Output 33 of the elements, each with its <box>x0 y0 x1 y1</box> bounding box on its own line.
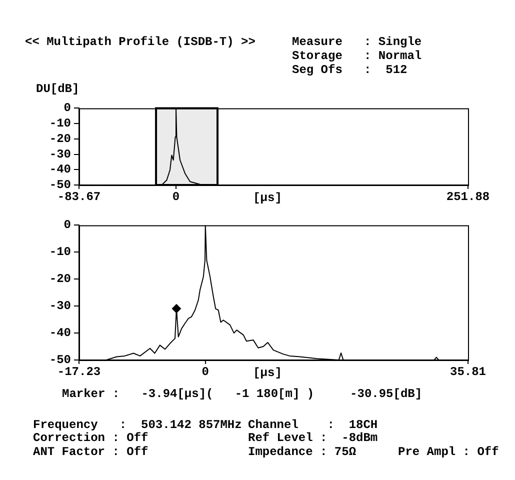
y-tick-label: -20 <box>49 272 71 286</box>
y-tick-label: 0 <box>64 101 71 116</box>
x-tick-label: -17.23 <box>57 365 101 380</box>
y-tick-label: -10 <box>49 245 71 260</box>
text: Storage : Normal <box>292 49 422 63</box>
x-tick-label: 0 <box>202 365 209 380</box>
text: ANT Factor : Off <box>33 445 148 459</box>
text: Ref Level : -8dBm <box>248 431 378 445</box>
x-tick-label: 35.81 <box>450 365 486 380</box>
y-tick-label: -40 <box>49 162 71 177</box>
x-axis-title: [μs] <box>253 366 282 380</box>
y-tick-label: -30 <box>49 147 71 162</box>
y-axis-title: DU[dB] <box>36 82 80 96</box>
y-tick-label: -50 <box>49 353 71 368</box>
y-tick-label: -40 <box>49 326 71 340</box>
x-tick-label: 0 <box>172 190 180 204</box>
y-tick-label: -50 <box>49 178 71 192</box>
text: Correction : Off <box>33 431 148 445</box>
text: Pre Ampl : Off <box>398 445 499 459</box>
y-tick-label: 0 <box>64 218 71 232</box>
text: Seg Ofs : 512 <box>292 63 408 77</box>
text: Marker : -3.94[μs]( -1 180[m] ) -30.95[dB] <box>62 387 422 401</box>
text: Frequency : 503.142 857MHz <box>33 418 242 432</box>
chart-title: << Multipath Profile (ISDB-T) >> <box>25 35 256 49</box>
text: Impedance : 75Ω <box>248 445 356 459</box>
text: Channel : 18CH <box>248 418 378 432</box>
x-axis-title: [μs] <box>253 191 282 206</box>
x-tick-label: -83.67 <box>57 190 101 204</box>
y-tick-label: -30 <box>49 299 71 314</box>
text: Measure : Single <box>292 35 422 49</box>
y-tick-label: -10 <box>49 116 71 131</box>
y-tick-label: -20 <box>49 132 71 146</box>
x-tick-label: 251.88 <box>446 190 490 204</box>
